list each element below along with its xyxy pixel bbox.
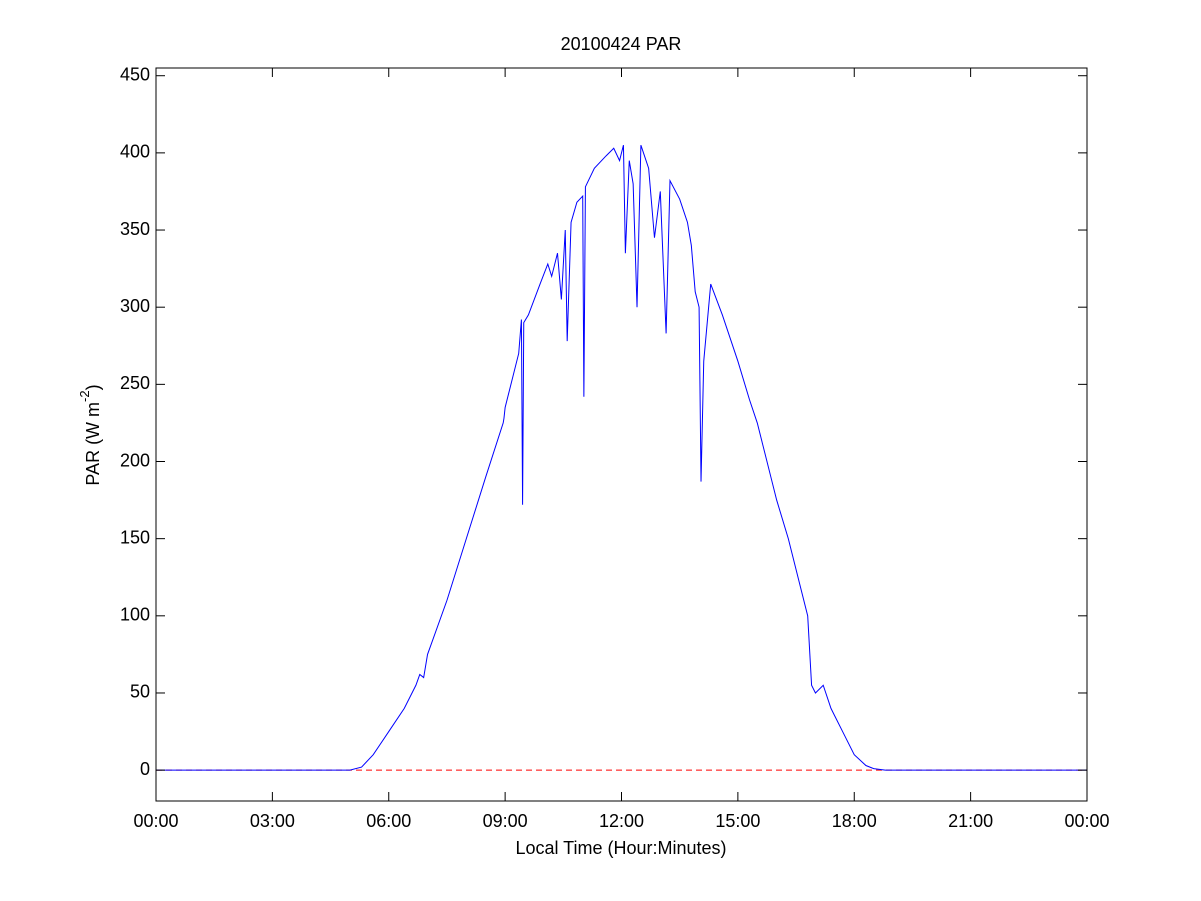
y-tick-label: 0 (140, 759, 150, 779)
x-tick-label: 21:00 (948, 811, 993, 831)
y-tick-label: 150 (120, 527, 150, 547)
y-tick-label: 300 (120, 296, 150, 316)
y-tick-label: 450 (120, 64, 150, 84)
chart-title: 20100424 PAR (561, 34, 682, 54)
x-tick-label: 09:00 (483, 811, 528, 831)
y-label-superscript: -2 (77, 390, 92, 402)
y-tick-label: 200 (120, 450, 150, 470)
y-label-text: PAR (W m (83, 402, 103, 486)
y-tick-label: 350 (120, 219, 150, 239)
y-tick-label: 400 (120, 142, 150, 162)
x-tick-label: 18:00 (832, 811, 877, 831)
x-tick-label: 00:00 (133, 811, 178, 831)
x-axis-label: Local Time (Hour:Minutes) (515, 838, 726, 858)
y-tick-label: 100 (120, 605, 150, 625)
data-line (156, 145, 1087, 771)
x-tick-label: 03:00 (250, 811, 295, 831)
x-tick-label: 06:00 (366, 811, 411, 831)
y-axis-label: PAR (W m-2) (77, 384, 102, 485)
x-tick-label: 12:00 (599, 811, 644, 831)
y-label-end: ) (83, 384, 103, 390)
y-tick-label: 250 (120, 373, 150, 393)
plot-frame (155, 67, 1088, 802)
x-tick-label: 00:00 (1064, 811, 1109, 831)
y-tick-label: 50 (130, 682, 150, 702)
x-tick-label: 15:00 (715, 811, 760, 831)
